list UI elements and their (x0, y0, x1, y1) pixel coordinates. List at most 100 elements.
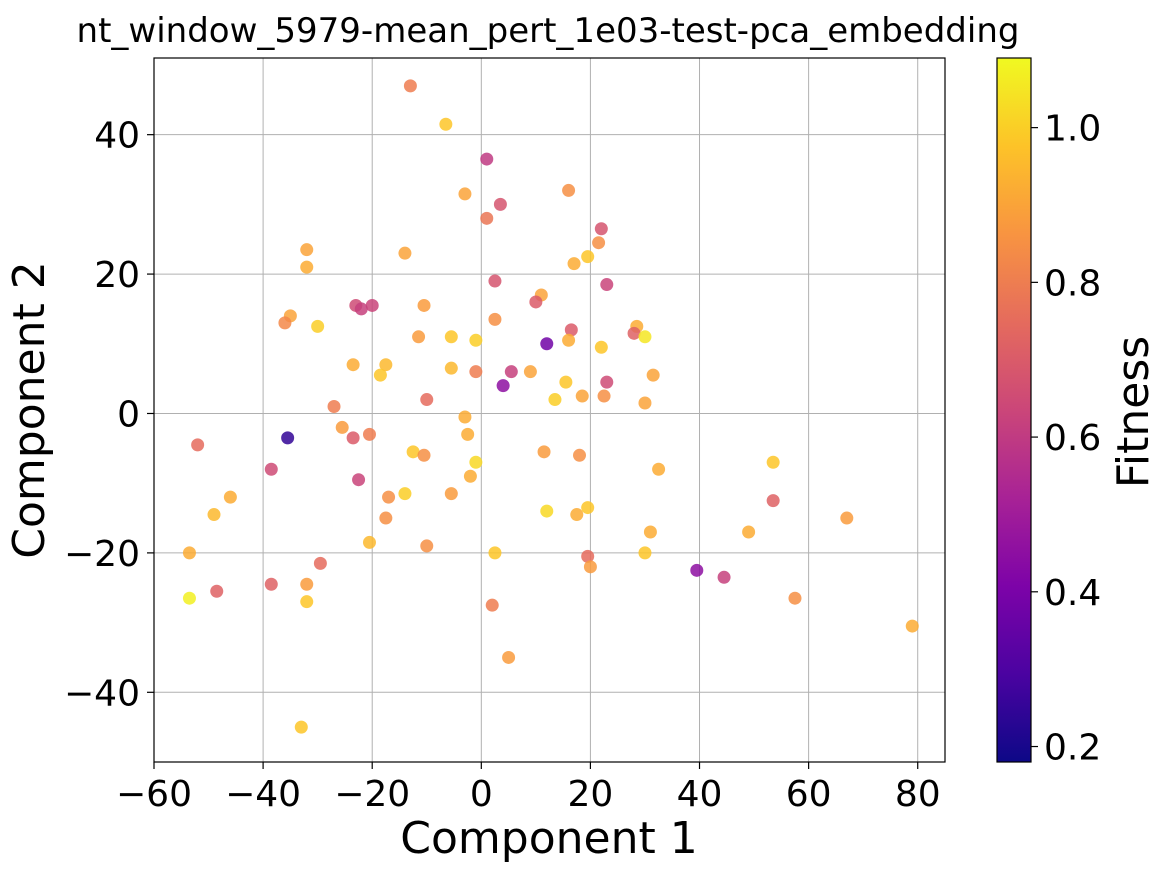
scatter-point (905, 619, 919, 633)
scatter-point (461, 427, 475, 441)
y-tick-label: −40 (64, 673, 140, 714)
y-tick-label: −20 (64, 534, 140, 575)
scatter-point (444, 330, 458, 344)
scatter-point (300, 577, 314, 591)
scatter-point (638, 546, 652, 560)
scatter-point (311, 319, 325, 333)
scatter-point (469, 365, 483, 379)
scatter-point (540, 337, 554, 351)
scatter-point (537, 445, 551, 459)
scatter-point (594, 222, 608, 236)
scatter-point (600, 375, 614, 389)
scatter-point (412, 330, 426, 344)
scatter-point (403, 79, 417, 93)
scatter-point (646, 368, 660, 382)
scatter-point (354, 302, 368, 316)
colorbar-tick-label: 0.8 (1044, 263, 1101, 304)
scatter-point (223, 490, 237, 504)
scatter-point (281, 431, 295, 445)
scatter-point (583, 560, 597, 574)
scatter-point (182, 591, 196, 605)
scatter-point (766, 455, 780, 469)
scatter-point (382, 490, 396, 504)
x-tick-label: 60 (786, 774, 832, 815)
scatter-point (300, 595, 314, 609)
scatter-point (191, 438, 205, 452)
scatter-point (562, 333, 576, 347)
colorbar: 0.2 0.4 0.6 0.8 1.0 Fitness (996, 57, 1159, 769)
colorbar-tick-label: 0.2 (1044, 728, 1101, 769)
scatter-point (365, 298, 379, 312)
colorbar-label: Fitness (1108, 336, 1159, 488)
scatter-point (600, 278, 614, 292)
scatter-point (398, 487, 412, 501)
grid (153, 58, 945, 762)
scatter-point (420, 539, 434, 553)
scatter-point (346, 358, 360, 372)
chart-title: nt_window_5979-mean_pert_1e03-test-pca_e… (77, 11, 1020, 51)
y-tick-label: 0 (117, 394, 140, 435)
scatter-point (742, 525, 756, 539)
scatter-point (417, 298, 431, 312)
scatter-point (182, 546, 196, 560)
scatter-point (529, 295, 543, 309)
scatter-point (278, 316, 292, 330)
scatter-point (567, 257, 581, 271)
x-tick-label: −20 (334, 774, 410, 815)
scatter-point (444, 361, 458, 375)
scatter-point (575, 389, 589, 403)
scatter-point (548, 393, 562, 407)
scatter-point (652, 462, 666, 476)
scatter-point (406, 445, 420, 459)
y-axis-label: Component 2 (4, 261, 55, 558)
scatter-point (300, 260, 314, 274)
scatter-point (210, 584, 224, 598)
scatter-point (502, 650, 516, 664)
scatter-point (480, 211, 494, 225)
x-tick-label: 0 (470, 774, 493, 815)
y-tick-label: 20 (94, 255, 140, 296)
scatter-point (581, 250, 595, 264)
scatter-point (493, 197, 507, 211)
colorbar-tick-label: 0.6 (1044, 418, 1101, 459)
y-tick-label: 40 (94, 116, 140, 157)
x-tick-label: −60 (116, 774, 192, 815)
colorbar-tick-label: 1.0 (1044, 109, 1101, 150)
scatter-point (488, 274, 502, 288)
scatter-point (638, 330, 652, 344)
colorbar-tick-label: 0.4 (1044, 573, 1101, 614)
x-tick-label: −40 (225, 774, 301, 815)
scatter-point (480, 152, 494, 166)
scatter-point (458, 187, 472, 201)
scatter-point (581, 549, 595, 563)
scatter-point (346, 431, 360, 445)
y-axis: −40 −20 0 20 40 (64, 116, 154, 714)
scatter-point (788, 591, 802, 605)
scatter-point (398, 246, 412, 260)
scatter-point (592, 236, 606, 250)
scatter-point (496, 379, 510, 393)
scatter-point (327, 400, 341, 414)
scatter-point (444, 487, 458, 501)
scatter-point (362, 427, 376, 441)
scatter-point (488, 312, 502, 326)
scatter-point (573, 448, 587, 462)
scatter-point (294, 720, 308, 734)
scatter-point (362, 535, 376, 549)
scatter-point (562, 183, 576, 197)
colorbar-gradient (996, 57, 1032, 763)
scatter-point (469, 333, 483, 347)
scatter-point (488, 546, 502, 560)
scatter-point (766, 494, 780, 508)
scatter-point (352, 473, 366, 487)
scatter-point (540, 504, 554, 518)
scatter-point (643, 525, 657, 539)
scatter-point (313, 556, 327, 570)
scatter-point (264, 577, 278, 591)
scatter-point (523, 365, 537, 379)
x-tick-label: 20 (568, 774, 614, 815)
scatter-point (840, 511, 854, 525)
scatter-point (458, 410, 472, 424)
points (182, 79, 919, 734)
